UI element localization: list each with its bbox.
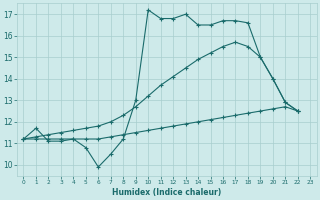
X-axis label: Humidex (Indice chaleur): Humidex (Indice chaleur) bbox=[112, 188, 221, 197]
